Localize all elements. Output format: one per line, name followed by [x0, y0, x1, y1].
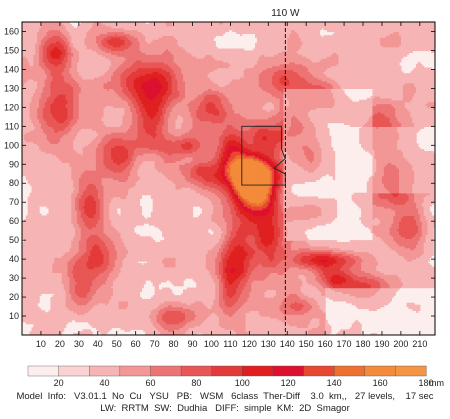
field-cell	[88, 329, 90, 332]
field-cell	[412, 303, 414, 306]
precip-field	[22, 22, 436, 336]
field-cell	[355, 320, 357, 323]
field-cell	[418, 305, 420, 308]
field-cell	[43, 310, 45, 313]
